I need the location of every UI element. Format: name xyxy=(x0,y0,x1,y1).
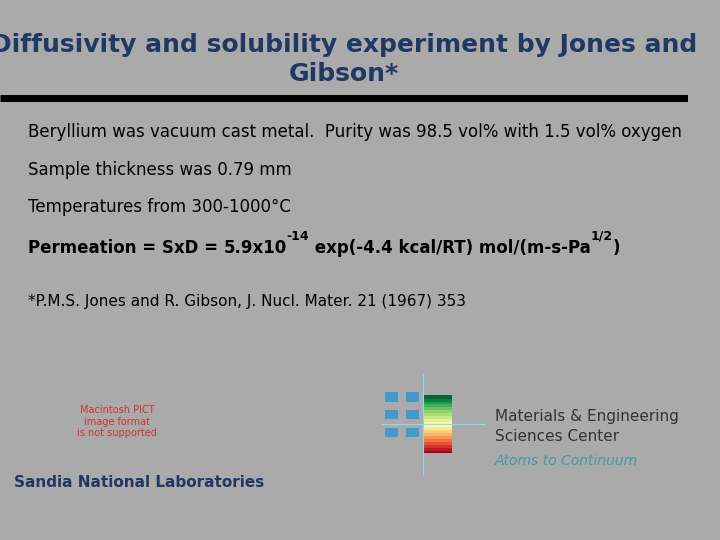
Text: Diffusivity and solubility experiment by Jones and
Gibson*: Diffusivity and solubility experiment by… xyxy=(0,32,697,86)
FancyBboxPatch shape xyxy=(423,410,451,413)
Text: ): ) xyxy=(613,239,621,256)
FancyBboxPatch shape xyxy=(423,415,451,419)
FancyBboxPatch shape xyxy=(423,407,451,410)
Text: Sample thickness was 0.79 mm: Sample thickness was 0.79 mm xyxy=(27,161,292,179)
Text: 1/2: 1/2 xyxy=(591,230,613,242)
FancyBboxPatch shape xyxy=(423,413,451,416)
Text: Beryllium was vacuum cast metal.  Purity was 98.5 vol% with 1.5 vol% oxygen: Beryllium was vacuum cast metal. Purity … xyxy=(27,123,681,141)
FancyBboxPatch shape xyxy=(423,433,451,436)
FancyBboxPatch shape xyxy=(423,427,451,430)
FancyBboxPatch shape xyxy=(423,441,451,445)
FancyBboxPatch shape xyxy=(423,401,451,404)
FancyBboxPatch shape xyxy=(423,421,451,424)
FancyBboxPatch shape xyxy=(423,418,451,422)
FancyBboxPatch shape xyxy=(423,447,451,450)
Text: -14: -14 xyxy=(287,230,309,242)
FancyBboxPatch shape xyxy=(423,450,451,454)
Text: Sandia National Laboratories: Sandia National Laboratories xyxy=(14,475,264,490)
FancyBboxPatch shape xyxy=(385,393,398,402)
FancyBboxPatch shape xyxy=(423,398,451,402)
FancyBboxPatch shape xyxy=(423,436,451,439)
Text: exp(-4.4 kcal/RT) mol/(m-s-Pa: exp(-4.4 kcal/RT) mol/(m-s-Pa xyxy=(309,239,591,256)
FancyBboxPatch shape xyxy=(423,424,451,428)
FancyBboxPatch shape xyxy=(423,430,451,433)
FancyBboxPatch shape xyxy=(385,428,398,437)
Text: Temperatures from 300-1000°C: Temperatures from 300-1000°C xyxy=(27,198,290,217)
FancyBboxPatch shape xyxy=(405,410,418,420)
Text: Atoms to Continuum: Atoms to Continuum xyxy=(495,455,638,469)
Text: Materials & Engineering
Sciences Center: Materials & Engineering Sciences Center xyxy=(495,409,679,444)
FancyBboxPatch shape xyxy=(423,395,451,399)
Text: *P.M.S. Jones and R. Gibson, J. Nucl. Mater. 21 (1967) 353: *P.M.S. Jones and R. Gibson, J. Nucl. Ma… xyxy=(27,294,466,309)
Text: Macintosh PICT
image format
is not supported: Macintosh PICT image format is not suppo… xyxy=(77,405,157,438)
Text: Permeation = SxD =: Permeation = SxD = xyxy=(27,239,223,256)
FancyBboxPatch shape xyxy=(423,404,451,407)
FancyBboxPatch shape xyxy=(385,410,398,420)
FancyBboxPatch shape xyxy=(423,444,451,448)
Text: 5.9x10: 5.9x10 xyxy=(223,239,287,256)
FancyBboxPatch shape xyxy=(405,393,418,402)
FancyBboxPatch shape xyxy=(423,438,451,442)
FancyBboxPatch shape xyxy=(405,428,418,437)
